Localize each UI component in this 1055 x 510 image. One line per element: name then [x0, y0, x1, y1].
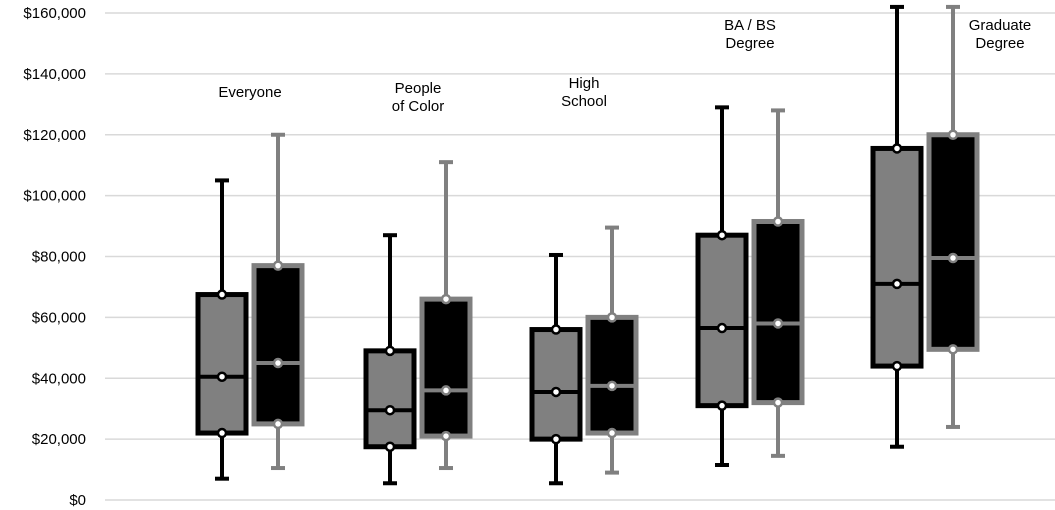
category-label-line: BA / BS: [724, 17, 776, 34]
category-label-line: High: [569, 75, 600, 92]
quartile-marker: [716, 400, 728, 411]
y-tick-label: $0: [69, 492, 86, 509]
iqr-box: [195, 292, 249, 436]
box-plot: [363, 233, 417, 486]
quartile-marker: [440, 293, 452, 305]
quartile-marker: [384, 345, 396, 357]
quartile-marker: [272, 260, 284, 271]
box-plot: [751, 108, 805, 458]
iqr-box: [870, 145, 924, 369]
y-tick-label: $120,000: [23, 127, 86, 144]
quartile-marker: [891, 360, 903, 372]
quartile-marker: [216, 371, 228, 382]
y-tick-label: $20,000: [32, 431, 86, 448]
quartile-marker: [772, 397, 784, 408]
quartile-marker: [891, 278, 903, 290]
quartile-marker: [716, 322, 728, 334]
category-label: People of Color: [392, 80, 445, 115]
box-plot: [585, 225, 639, 475]
iqr-box: [363, 348, 417, 450]
iqr-box: [529, 327, 583, 442]
quartile-marker: [772, 216, 784, 227]
quartile-marker: [947, 252, 959, 264]
y-tick-label: $40,000: [32, 370, 86, 387]
box-plot: [419, 160, 473, 471]
iqr-box: [585, 314, 639, 436]
category-label-line: School: [561, 93, 607, 110]
quartile-marker: [216, 427, 228, 439]
box-plot: [926, 4, 980, 429]
quartile-marker: [384, 404, 396, 416]
quartile-marker: [216, 289, 228, 300]
iqr-box: [926, 132, 980, 352]
category-label-line: Degree: [975, 35, 1024, 52]
quartile-marker: [947, 344, 959, 355]
quartile-marker: [606, 427, 618, 439]
box-plot: [529, 252, 583, 486]
quartile-marker: [891, 143, 903, 154]
iqr-box: [251, 263, 305, 427]
category-label-line: Everyone: [218, 84, 281, 101]
quartile-marker: [384, 441, 396, 452]
box-plots: [195, 4, 980, 486]
category-label: BA / BS Degree: [724, 17, 776, 52]
box-plot: [870, 4, 924, 449]
y-tick-label: $80,000: [32, 249, 86, 266]
iqr-box: [751, 218, 805, 406]
iqr-box: [695, 232, 749, 409]
quartile-marker: [550, 433, 562, 445]
iqr-box: [419, 296, 473, 439]
y-tick-label: $140,000: [23, 66, 86, 83]
y-tick-label: $60,000: [32, 309, 86, 326]
box-plot: [195, 178, 249, 481]
quartile-marker: [550, 324, 562, 335]
quartile-marker: [272, 357, 284, 369]
quartile-marker: [716, 229, 728, 241]
y-tick-label: $100,000: [23, 188, 86, 205]
category-label-line: Degree: [725, 35, 774, 52]
y-tick-label: $160,000: [23, 5, 86, 22]
category-label: Graduate Degree: [969, 17, 1032, 52]
quartile-marker: [606, 312, 618, 323]
quartile-marker: [440, 385, 452, 396]
quartile-marker: [440, 430, 452, 442]
box-plot: [695, 105, 749, 467]
quartile-marker: [272, 418, 284, 430]
category-label: Everyone: [218, 84, 281, 101]
quartile-marker: [947, 129, 959, 140]
category-label-line: of Color: [392, 98, 445, 115]
quartile-marker: [550, 386, 562, 398]
quartile-marker: [606, 380, 618, 392]
box-plot: [251, 132, 305, 471]
category-label-line: Graduate: [969, 17, 1032, 34]
quartile-marker: [772, 318, 784, 329]
y-axis-tick-labels: $0 $20,000 $40,000 $60,000 $80,000 $100,000 $1…: [23, 5, 86, 509]
category-label: High School: [561, 75, 607, 110]
category-label-line: People: [395, 80, 442, 97]
